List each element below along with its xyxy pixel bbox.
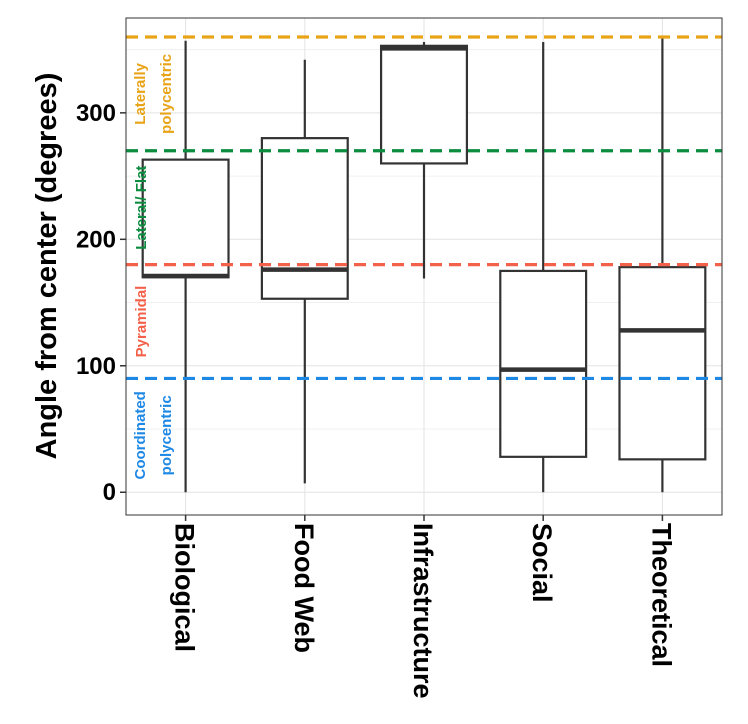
x-tick-label: Social [527,523,557,603]
zone-label-line2: polycentric [158,54,175,134]
box-iqr [141,158,230,279]
zone-label-line1: Laterally [132,62,149,124]
y-axis-title: Angle from center (degrees) [31,73,63,460]
x-axis: Biological Food Web Infrastructure Social Th… [170,515,676,699]
x-tick-label: Food Web [289,523,319,653]
reference-lines-layer [126,35,722,381]
zone-label-line1: Coordinated [132,391,149,479]
x-tick-label: Infrastructure [408,523,438,699]
boxes-layer [141,36,707,493]
zone-labels-layer: Coordinated polycentric Pyramidal Lateral/ … [132,54,175,480]
box-infrastructure [379,42,469,279]
box-iqr [618,266,707,461]
box-food-web [260,59,349,484]
box-theoretical [618,36,707,493]
y-tick-label: 0 [103,479,116,506]
box-iqr [379,44,469,165]
y-tick-label: 300 [76,100,116,127]
box-iqr [260,137,349,300]
y-axis: 0 100 200 300 [76,100,126,506]
zone-label-line2: polycentric [158,395,175,475]
y-tick-label: 200 [76,226,116,253]
y-tick-label: 100 [76,353,116,380]
x-tick-label: Theoretical [646,523,676,667]
box-iqr [499,269,588,458]
box-biological [141,40,230,493]
zone-label-line1: Pyramidal [133,286,150,358]
zone-label-line1: Lateral/ Flat [133,166,150,250]
x-tick-label: Biological [170,523,200,652]
box-social [499,42,588,493]
